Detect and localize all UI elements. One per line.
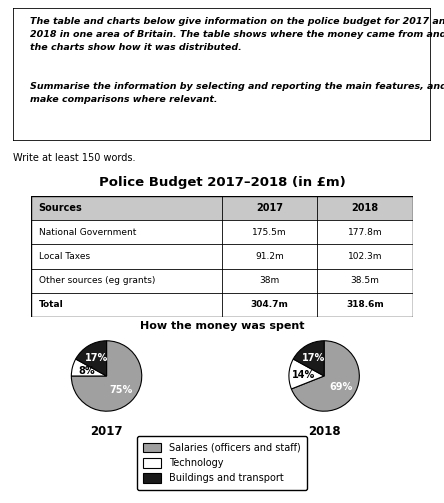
Text: 304.7m: 304.7m: [251, 300, 289, 309]
Text: Local Taxes: Local Taxes: [39, 252, 90, 261]
Text: 175.5m: 175.5m: [253, 228, 287, 237]
Text: Total: Total: [39, 300, 63, 309]
Text: 14%: 14%: [292, 370, 315, 380]
Text: 69%: 69%: [329, 382, 353, 392]
Text: 38m: 38m: [260, 276, 280, 285]
Text: 75%: 75%: [109, 385, 133, 395]
Wedge shape: [289, 359, 324, 389]
Text: 2017: 2017: [90, 426, 123, 438]
Text: 2018: 2018: [308, 426, 341, 438]
Legend: Salaries (officers and staff), Technology, Buildings and transport: Salaries (officers and staff), Technolog…: [137, 436, 307, 490]
Text: The table and charts below give information on the police budget for 2017 and
20: The table and charts below give informat…: [30, 17, 444, 52]
Wedge shape: [76, 341, 107, 376]
Text: 91.2m: 91.2m: [255, 252, 284, 261]
Text: 318.6m: 318.6m: [346, 300, 384, 309]
Text: 2018: 2018: [352, 203, 379, 213]
Text: Write at least 150 words.: Write at least 150 words.: [13, 153, 136, 163]
Text: 177.8m: 177.8m: [348, 228, 382, 237]
Text: 102.3m: 102.3m: [348, 252, 382, 261]
Text: National Government: National Government: [39, 228, 136, 237]
Text: Summarise the information by selecting and reporting the main features, and
make: Summarise the information by selecting a…: [30, 82, 444, 104]
Wedge shape: [293, 341, 324, 376]
Text: How the money was spent: How the money was spent: [140, 321, 304, 331]
Text: Other sources (eg grants): Other sources (eg grants): [39, 276, 155, 285]
Text: 17%: 17%: [302, 354, 325, 363]
Text: 38.5m: 38.5m: [351, 276, 380, 285]
Bar: [31, 196, 413, 220]
Wedge shape: [71, 341, 142, 411]
Text: 2017: 2017: [256, 203, 283, 213]
Text: Police Budget 2017–2018 (in £m): Police Budget 2017–2018 (in £m): [99, 176, 345, 189]
Wedge shape: [291, 341, 359, 411]
Wedge shape: [71, 359, 107, 376]
Text: Sources: Sources: [39, 203, 83, 213]
Text: 17%: 17%: [84, 354, 108, 363]
Text: 8%: 8%: [79, 366, 95, 376]
